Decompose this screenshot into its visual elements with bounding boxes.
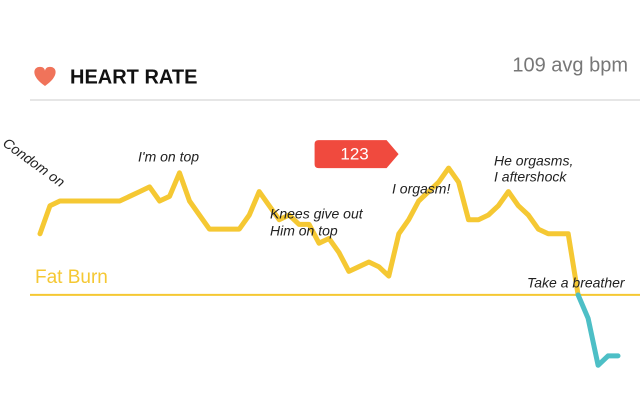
line-series [575, 292, 621, 368]
chart-title: HEART RATE [70, 66, 197, 88]
annotation: He orgasms, [494, 153, 573, 169]
reference-label: Fat Burn [35, 267, 108, 288]
annotation: Condom on [0, 134, 68, 190]
callout-label: 123 [340, 145, 368, 164]
callout [314, 140, 399, 169]
line-series [37, 165, 581, 298]
annotation: I'm on top [138, 149, 199, 165]
annotation: I orgasm! [392, 181, 450, 197]
heart-icon [34, 66, 56, 86]
annotation: Take a breather [527, 275, 626, 291]
annotation: Knees give out [270, 206, 364, 222]
chart-subtitle: 109 avg bpm [512, 54, 628, 76]
annotation: Him on top [270, 223, 338, 239]
annotation: I aftershock [494, 169, 567, 185]
